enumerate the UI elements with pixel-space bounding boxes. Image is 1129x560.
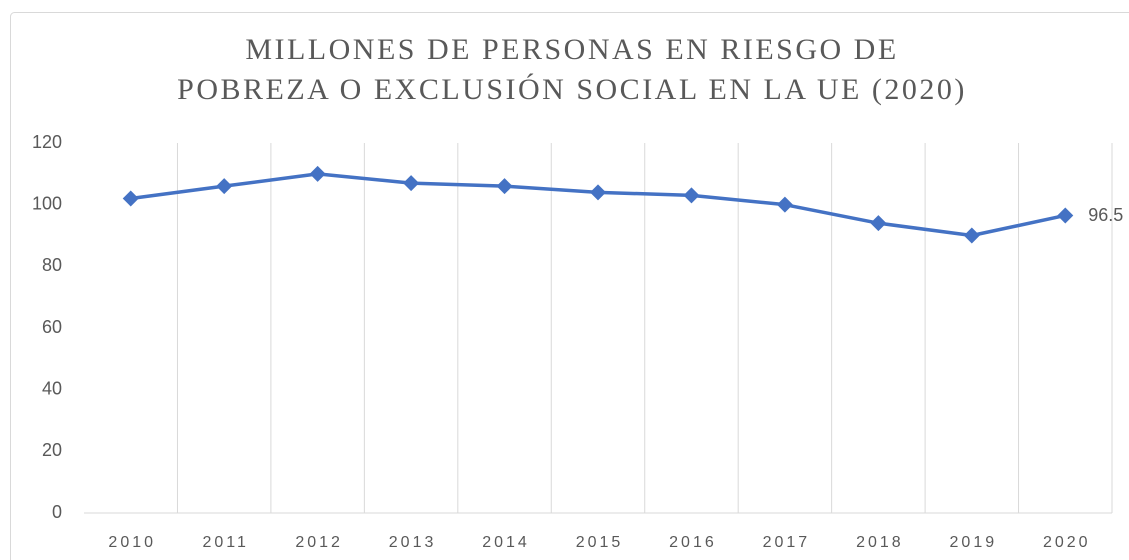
- data-label: 96.5: [1088, 205, 1123, 225]
- point-marker: [403, 175, 420, 192]
- chart-frame: [10, 12, 1129, 560]
- y-tick-label: 40: [42, 378, 62, 398]
- y-tick-label: 60: [42, 317, 62, 337]
- y-tick-label: 0: [52, 502, 62, 522]
- chart-title: MILLONES DE PERSONAS EN RIESGO DE: [245, 33, 898, 66]
- x-tick-label: 2010: [108, 534, 156, 551]
- point-marker: [683, 187, 700, 204]
- point-marker: [216, 178, 233, 195]
- x-tick-label: 2013: [389, 534, 437, 551]
- x-tick-label: 2019: [950, 534, 998, 551]
- y-tick-label: 20: [42, 440, 62, 460]
- y-tick-label: 100: [32, 193, 62, 213]
- x-tick-label: 2016: [669, 534, 717, 551]
- y-tick-label: 120: [32, 132, 62, 152]
- point-marker: [963, 227, 980, 244]
- point-marker: [1057, 207, 1074, 224]
- point-marker: [870, 215, 887, 232]
- x-tick-label: 2017: [763, 534, 811, 551]
- point-marker: [590, 184, 606, 201]
- y-tick-label: 80: [42, 255, 62, 275]
- point-marker: [496, 178, 513, 195]
- chart-title: POBREZA O EXCLUSIÓN SOCIAL EN LA UE (202…: [177, 73, 967, 106]
- point-marker: [122, 190, 139, 207]
- x-tick-label: 2020: [1043, 534, 1091, 551]
- x-tick-label: 2011: [202, 534, 248, 551]
- x-tick-label: 2014: [482, 534, 530, 551]
- x-tick-label: 2012: [295, 534, 343, 551]
- point-marker: [309, 165, 326, 182]
- x-tick-label: 2015: [576, 534, 624, 551]
- x-tick-label: 2018: [856, 534, 904, 551]
- point-marker: [776, 196, 793, 213]
